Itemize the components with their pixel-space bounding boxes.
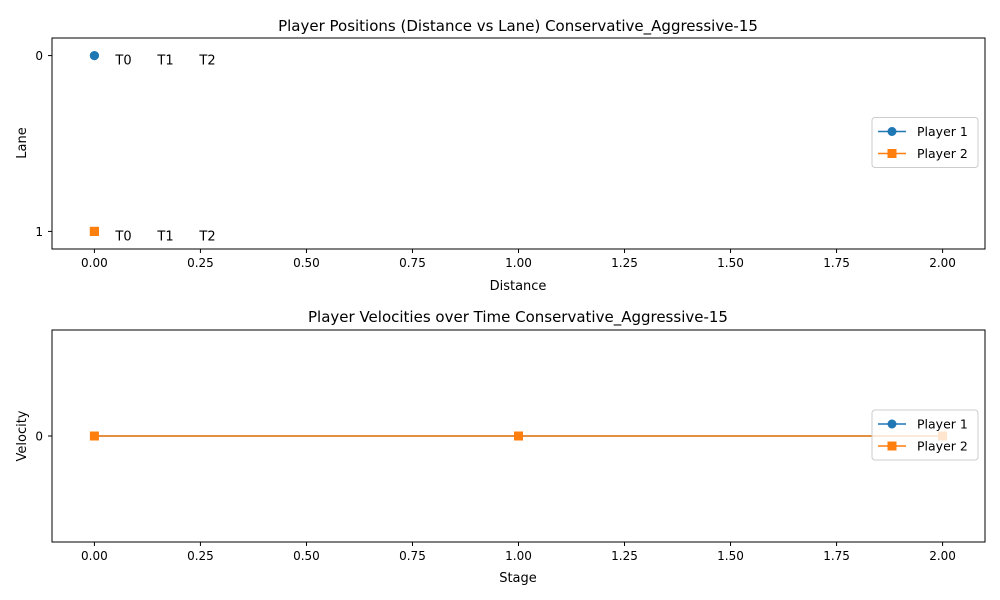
positions-chart-title: Player Positions (Distance vs Lane) Cons… [278,17,758,36]
velocities-chart-y-tick-label: 0 [35,430,43,444]
velocities-chart-x-tick-label: 1.50 [717,549,744,563]
velocities-chart-point [514,431,523,441]
velocities-chart-y-axis-label: Velocity [15,410,30,461]
positions-chart-y-axis-label: Lane [15,127,30,158]
velocities-chart-x-tick-label: 2.00 [929,549,956,563]
positions-chart-legend-label: Player 2 [917,146,968,161]
velocities-chart-legend-marker [887,441,897,451]
positions-chart-point-annotation: T1 [156,229,173,244]
positions-chart-x-tick-label: 1.25 [611,256,638,270]
positions-chart-plot-frame [51,37,986,250]
positions-chart-point [89,226,99,236]
velocities-chart: Player Velocities over Time Conservative… [15,308,986,586]
positions-chart-point-annotation: T0 [114,229,131,244]
positions-chart-y-tick-label: 0 [35,49,43,63]
positions-chart-point-annotation: T1 [156,54,173,69]
velocities-chart-x-tick-label: 1.75 [823,549,850,563]
velocities-chart-legend-marker [887,419,897,429]
velocities-chart-x-tick-label: 1.25 [611,549,638,563]
velocities-chart-x-tick-label: 0.00 [81,549,108,563]
velocities-chart-x-tick-label: 1.00 [505,549,532,563]
velocities-chart-title: Player Velocities over Time Conservative… [308,308,728,327]
velocities-chart-point [89,431,99,441]
positions-chart-x-tick-label: 0.50 [293,256,320,270]
positions-chart-x-tick-label: 2.00 [929,256,956,270]
positions-chart-x-axis-label: Distance [490,279,547,294]
velocities-chart-x-tick-label: 0.25 [187,549,214,563]
positions-chart-x-tick-label: 0.75 [399,256,426,270]
velocities-chart-legend-box [871,409,979,461]
positions-chart-point-annotation: T2 [198,54,215,69]
velocities-chart-legend-label: Player 2 [917,439,968,454]
velocities-chart-legend-label: Player 1 [917,417,968,432]
positions-chart-legend-marker [887,149,897,158]
positions-chart-x-tick-label: 1.50 [717,256,744,270]
positions-chart-y-tick-label: 1 [35,225,43,239]
positions-chart-point-annotation: T2 [198,229,215,244]
positions-chart-legend-label: Player 1 [917,124,968,139]
positions-chart-x-tick-label: 0.00 [81,256,108,270]
positions-chart-x-tick-label: 0.25 [187,256,214,270]
velocities-chart-x-tick-label: 0.75 [399,549,426,563]
velocities-chart-x-tick-label: 0.50 [293,549,320,563]
positions-chart-x-tick-label: 1.75 [823,256,850,270]
positions-chart-legend-box [871,117,979,168]
positions-chart-point-annotation: T0 [114,54,131,69]
positions-chart-legend-marker [887,127,897,136]
positions-chart-point [89,51,99,61]
positions-chart-x-tick-label: 1.00 [505,256,532,270]
positions-chart: Player Positions (Distance vs Lane) Cons… [15,17,986,294]
velocities-chart-x-axis-label: Stage [499,571,537,586]
